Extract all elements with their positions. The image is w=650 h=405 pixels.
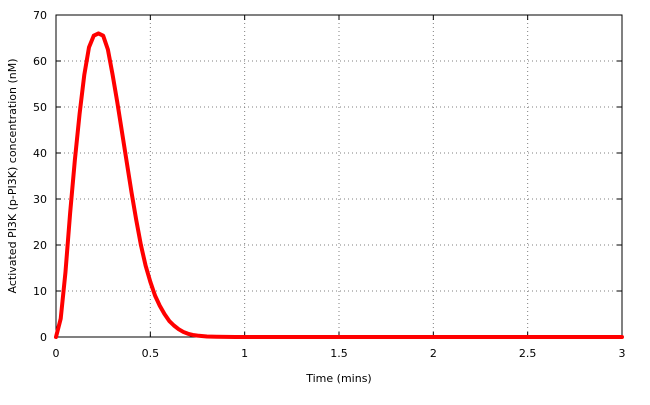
y-tick-label: 10 — [33, 285, 47, 298]
x-tick-label: 3 — [619, 347, 626, 360]
x-tick-label: 1.5 — [330, 347, 348, 360]
y-tick-label: 50 — [33, 101, 47, 114]
x-tick-label: 0.5 — [142, 347, 160, 360]
series-line — [54, 31, 624, 339]
x-tick-label: 0 — [53, 347, 60, 360]
y-tick-label: 0 — [40, 331, 47, 344]
x-tick-label: 1 — [241, 347, 248, 360]
y-tick-labels: 0 10 20 30 40 50 60 70 — [33, 9, 47, 344]
y-tick-label: 60 — [33, 55, 47, 68]
y-axis-label: Activated PI3K (p-PI3K) concentration (n… — [6, 59, 19, 294]
x-axis-label: Time (mins) — [305, 372, 371, 385]
y-tick-label: 70 — [33, 9, 47, 22]
y-tick-label: 20 — [33, 239, 47, 252]
x-tick-label: 2.5 — [519, 347, 537, 360]
y-tick-label: 40 — [33, 147, 47, 160]
x-tick-labels: 0 0.5 1 1.5 2 2.5 3 — [53, 347, 626, 360]
series-group — [54, 31, 624, 339]
y-tick-label: 30 — [33, 193, 47, 206]
x-tick-label: 2 — [430, 347, 437, 360]
